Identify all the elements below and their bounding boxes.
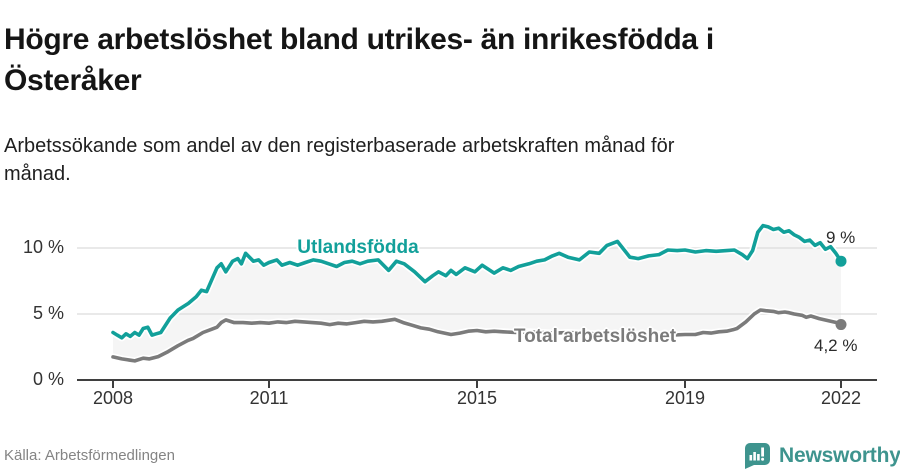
series-label-utlandsfodda: Utlandsfödda (297, 237, 419, 258)
x-axis-tick-label: 2019 (664, 388, 706, 408)
x-axis-tick-label: 2011 (249, 388, 289, 408)
x-axis-tick-label: 2022 (820, 388, 862, 408)
series-line-0 (111, 223, 843, 340)
newsworthy-bubble-chart-icon (743, 442, 771, 470)
page-subtitle: Arbetssökande som andel av den registerb… (4, 135, 675, 186)
newsworthy-wordmark: Newsworthy (779, 444, 900, 467)
y-axis-tick-label: 10 % (22, 237, 64, 257)
series-end-dot-1 (835, 319, 847, 331)
page-title: Högre arbetslöshet bland utrikes- än inr… (4, 23, 714, 97)
source-note: Källa: Arbetsförmedlingen (4, 447, 175, 464)
x-axis-tick-label: 2008 (92, 388, 134, 408)
end-value-label-utlandsfodda: 9 % (826, 228, 856, 247)
newsworthy-logo: Newsworthy (743, 442, 900, 470)
y-axis-tick-label: 5 % (32, 303, 64, 323)
area-between-series (113, 225, 841, 361)
series-line-1 (111, 308, 843, 363)
y-axis-tick-label: 0 % (32, 369, 64, 389)
series-label-total-arbetsloshet: Total arbetslöshet (513, 326, 677, 347)
end-value-label-total: 4,2 % (814, 336, 858, 355)
x-axis-tick-label: 2015 (456, 388, 498, 408)
series-end-dot-0 (835, 255, 847, 267)
